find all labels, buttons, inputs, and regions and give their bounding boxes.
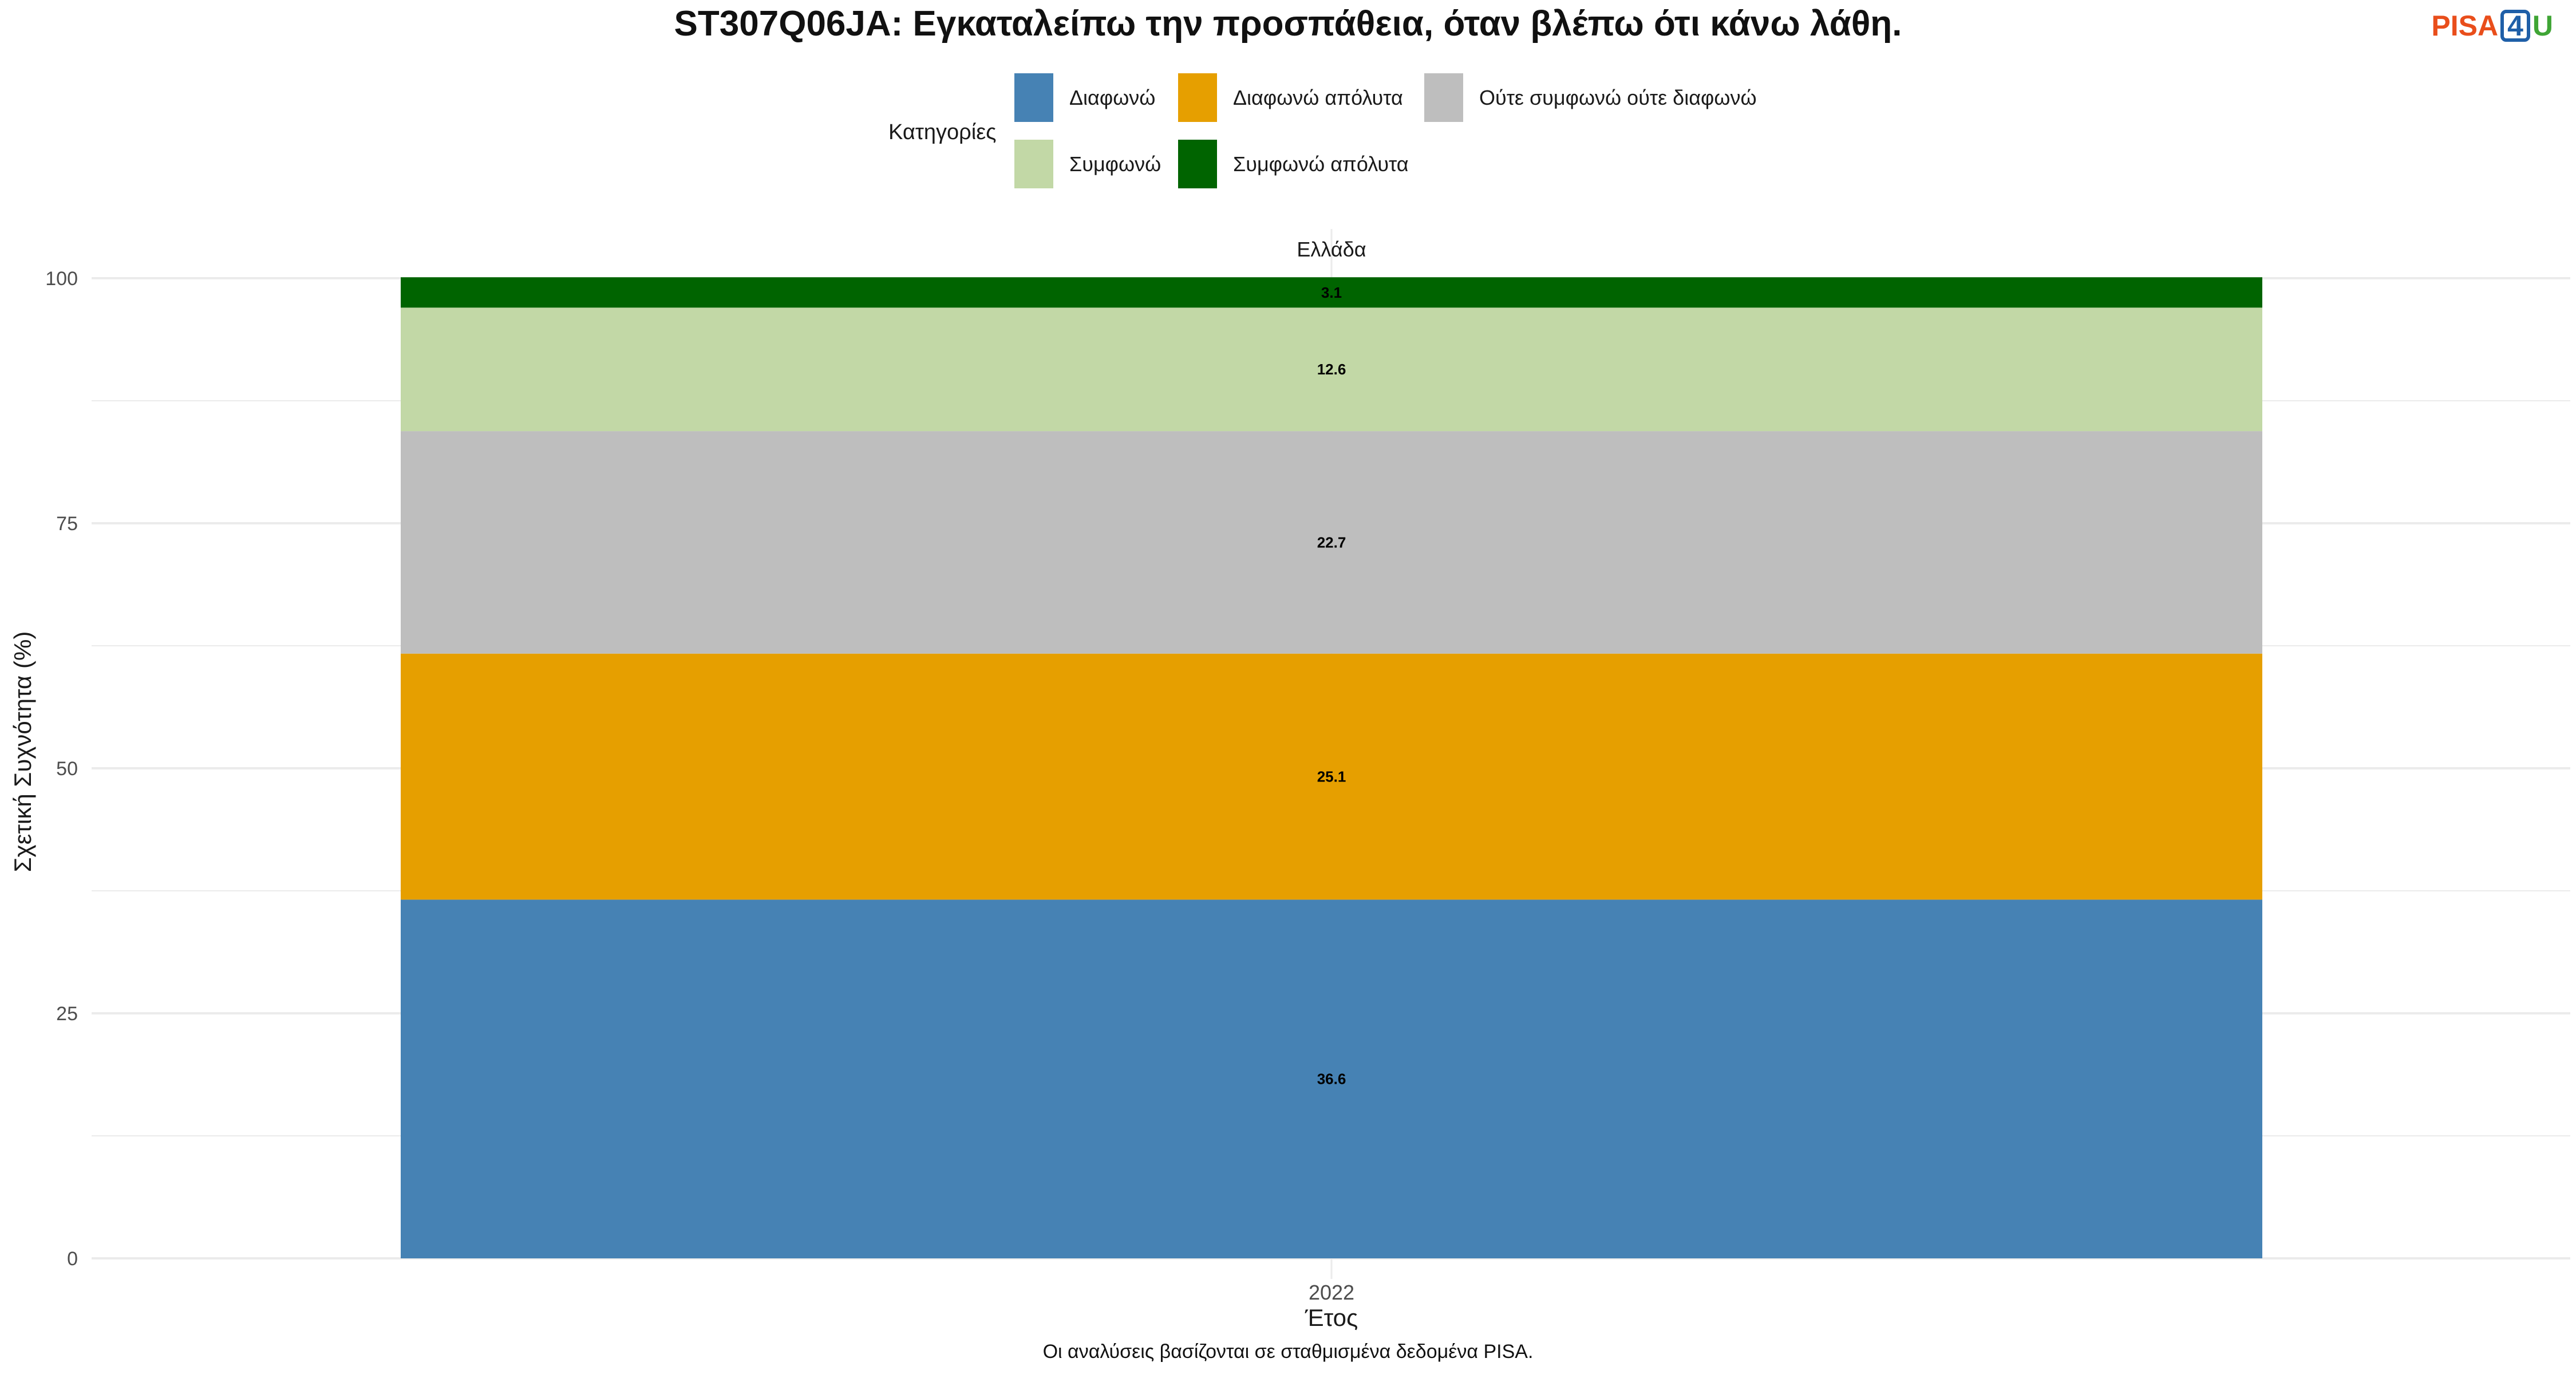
legend-key-oute-symfono-oute-diafono [1424, 73, 1463, 122]
legend-item-symfono: Συμφωνώ [1014, 140, 1161, 188]
data-label-2: 22.7 [1317, 534, 1346, 551]
pisa4u-logo: PISA 4 U [2431, 9, 2553, 42]
legend-item-oute-symfono-oute-diafono: Ούτε συμφωνώ ούτε διαφωνώ [1424, 73, 1757, 122]
y-tick-label: 75 [56, 513, 78, 535]
data-label-0: 36.6 [1317, 1071, 1346, 1088]
legend-label-symfono: Συμφωνώ [1069, 152, 1161, 176]
legend-label-oute-symfono-oute-diafono: Ούτε συμφωνώ ούτε διαφωνώ [1479, 85, 1757, 109]
legend-label-diafono: Διαφωνώ [1069, 85, 1156, 109]
legend-label-diafono-apolyta: Διαφωνώ απόλυτα [1233, 85, 1403, 109]
bar-segment-4 [401, 277, 2262, 308]
legend-key-symfono [1014, 140, 1053, 188]
legend-item-symfono-apolyta: Συμφωνώ απόλυτα [1178, 140, 1409, 188]
y-tick-label: 100 [45, 268, 78, 290]
legend-item-diafono-apolyta: Διαφωνώ απόλυτα [1178, 73, 1403, 122]
x-axis-title: Έτος [1305, 1304, 1358, 1331]
chart-title: ST307Q06JA: Εγκαταλείπω την προσπάθεια, … [674, 4, 1902, 44]
bars [401, 277, 2262, 1258]
x-tick-label: 2022 [1309, 1281, 1354, 1304]
y-tick-label: 25 [56, 1003, 78, 1025]
legend-label-symfono-apolyta: Συμφωνώ απόλυτα [1233, 152, 1409, 176]
bar-labels: 36.6 25.1 22.7 12.6 3.1 [1317, 284, 1346, 1088]
bar-segment-0 [401, 899, 2262, 1258]
bar-segment-1 [401, 653, 2262, 900]
bar-segment-3 [401, 307, 2262, 432]
logo-text-four: 4 [2500, 10, 2530, 42]
bar-segment-2 [401, 431, 2262, 654]
logo-text-pisa: PISA [2431, 10, 2499, 42]
legend-key-diafono-apolyta [1178, 73, 1217, 122]
legend-title: Κατηγορίες [888, 120, 997, 144]
legend-key-symfono-apolyta [1178, 140, 1217, 188]
y-tick-label: 0 [67, 1248, 78, 1270]
data-label-3: 12.6 [1317, 361, 1346, 378]
y-tick-label: 50 [56, 758, 78, 780]
logo-text-u: U [2532, 10, 2553, 42]
caption: Οι αναλύσεις βασίζονται σε σταθμισμένα δ… [1042, 1341, 1534, 1363]
facet-label: Ελλάδα [1297, 238, 1366, 261]
y-tick-labels: 0 25 50 75 100 [45, 268, 78, 1270]
legend-item-diafono: Διαφωνώ [1014, 73, 1155, 122]
y-axis-title: Σχετική Συχνότητα (%) [9, 631, 36, 872]
data-label-1: 25.1 [1317, 768, 1346, 785]
data-label-4: 3.1 [1321, 284, 1342, 301]
legend-key-diafono [1014, 73, 1053, 122]
